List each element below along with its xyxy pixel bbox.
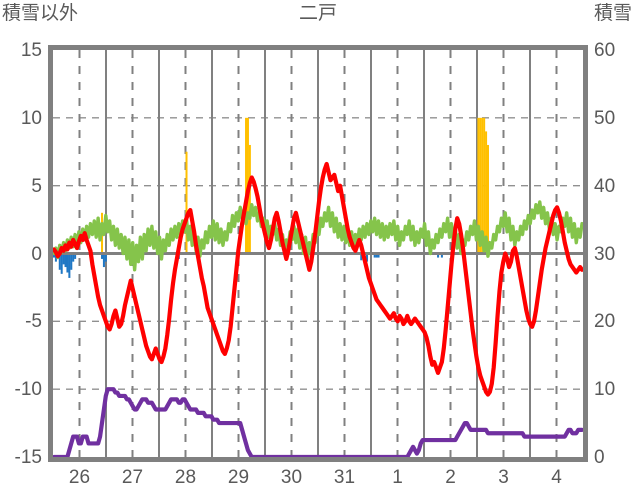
snowfall-bar bbox=[70, 253, 73, 270]
snowfall-bar bbox=[360, 253, 363, 261]
plot-canvas bbox=[53, 50, 583, 457]
y-tick-right: 60 bbox=[594, 40, 616, 61]
x-tick: 28 bbox=[174, 467, 197, 488]
snowfall-bar bbox=[66, 253, 69, 273]
snowfall-bar bbox=[72, 253, 75, 262]
precipitation-bar bbox=[483, 117, 486, 254]
snowfall-bar bbox=[68, 253, 71, 278]
plot-area bbox=[48, 45, 588, 462]
snowfall-bar bbox=[373, 253, 376, 258]
y-tick-right: 50 bbox=[594, 107, 616, 129]
x-tick: 27 bbox=[121, 467, 144, 488]
snowfall-bar bbox=[58, 253, 61, 270]
snowfall-bar bbox=[60, 253, 63, 274]
x-tick: 29 bbox=[227, 467, 250, 488]
snowfall-bar bbox=[74, 253, 77, 259]
precipitation-bar bbox=[486, 144, 490, 254]
y-tick-left: 5 bbox=[31, 175, 42, 197]
x-tick: 26 bbox=[68, 467, 91, 488]
x-tick: 30 bbox=[280, 467, 303, 488]
x-tick: 31 bbox=[333, 467, 356, 488]
snowfall-bar bbox=[440, 253, 443, 258]
y-tick-left: 10 bbox=[20, 107, 42, 129]
snowfall-bar bbox=[104, 253, 107, 262]
snowfall-bar bbox=[366, 253, 369, 262]
snowfall-bar bbox=[62, 253, 65, 265]
snowfall-bar bbox=[377, 253, 380, 258]
x-tick: 3 bbox=[498, 467, 509, 488]
precipitation-bar bbox=[485, 131, 488, 254]
other-than-snow-line bbox=[54, 202, 582, 270]
snowfall-bar bbox=[64, 253, 67, 268]
y-tick-left: -5 bbox=[25, 311, 42, 333]
x-tick: 1 bbox=[392, 467, 403, 488]
y-tick-right: 0 bbox=[594, 447, 605, 468]
y-tick-left: -10 bbox=[14, 379, 42, 401]
snowfall-bar bbox=[54, 253, 57, 262]
right-axis-unit-label: 積雪 bbox=[593, 3, 632, 24]
precipitation-bar bbox=[245, 117, 248, 254]
left-axis-unit-label: 積雪以外 bbox=[2, 3, 79, 24]
y-tick-left: -15 bbox=[14, 447, 42, 468]
y-tick-left: 0 bbox=[31, 243, 42, 265]
x-tick: 4 bbox=[551, 467, 562, 488]
snow-depth-line bbox=[54, 389, 582, 457]
precipitation-bar bbox=[477, 117, 480, 254]
y-tick-right: 10 bbox=[594, 379, 616, 401]
snowfall-bar bbox=[437, 253, 440, 258]
y-tick-right: 40 bbox=[594, 175, 616, 197]
temperature-line bbox=[54, 164, 582, 395]
y-tick-left: 15 bbox=[20, 40, 42, 61]
y-tick-right: 20 bbox=[594, 311, 616, 333]
precipitation-bar bbox=[481, 117, 484, 254]
precipitation-bar bbox=[479, 117, 482, 254]
y-tick-right: 30 bbox=[594, 243, 616, 265]
precipitation-bar bbox=[185, 151, 188, 254]
snowfall-bar bbox=[53, 253, 56, 258]
snowfall-bars bbox=[53, 253, 443, 278]
snowfall-bar bbox=[101, 253, 104, 259]
snowfall-bar bbox=[102, 253, 105, 268]
page-title: 二戸 bbox=[298, 3, 337, 24]
snowfall-bar bbox=[375, 253, 378, 258]
x-tick: 2 bbox=[445, 467, 456, 488]
precipitation-bar bbox=[248, 144, 251, 254]
